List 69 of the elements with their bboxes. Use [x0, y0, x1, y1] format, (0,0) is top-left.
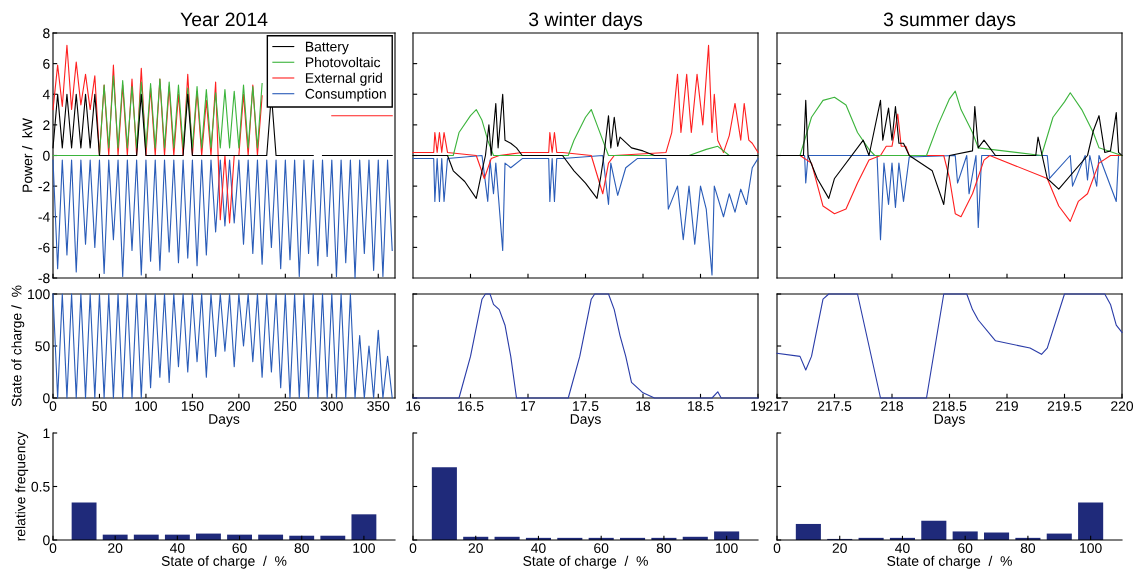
x-tick-label: 220: [1111, 401, 1133, 411]
x-tick-label: 0: [409, 543, 417, 553]
y-axis-title: State of charge / %: [11, 285, 25, 407]
x-axis-title: State of charge / %: [161, 555, 287, 569]
x-axis-title: Days: [570, 414, 601, 427]
legend-label: Battery: [305, 41, 349, 55]
x-tick-label: 218: [881, 401, 903, 411]
x-tick-label: 350: [367, 401, 390, 411]
chart-title: Year 2014: [180, 12, 268, 27]
x-tick-label: 218.5: [932, 401, 967, 411]
y-tick-label: -2: [38, 181, 50, 192]
x-axis-title: State of charge / %: [887, 555, 1012, 569]
x-tick-label: 80: [294, 543, 309, 553]
y-axis-title: relative frequency: [15, 431, 29, 541]
x-tick-label: 80: [656, 543, 672, 553]
x-tick-label: 250: [274, 401, 297, 411]
legend-label: Consumption: [305, 88, 386, 102]
x-tick-label: 40: [169, 543, 185, 553]
x-tick-label: 100: [135, 401, 157, 411]
x-tick-label: 60: [594, 543, 609, 553]
x-tick-label: 16.5: [458, 401, 484, 411]
x-tick-label: 20: [108, 543, 123, 553]
x-tick-label: 217.5: [817, 401, 852, 411]
x-axis-title: State of charge / %: [523, 555, 648, 569]
x-tick-label: 217: [766, 401, 788, 411]
y-tick-label: 0.5: [31, 481, 50, 492]
x-tick-label: 17: [521, 401, 536, 411]
y-tick-label: 0: [43, 150, 50, 161]
y-tick-label: -4: [38, 212, 50, 222]
y-tick-label: 0: [43, 535, 50, 546]
x-tick-label: 150: [181, 401, 204, 411]
y-tick-label: -6: [38, 242, 50, 253]
x-tick-label: 20: [832, 543, 847, 553]
legend-label: Photovoltaic: [305, 57, 381, 68]
x-tick-label: 200: [227, 401, 250, 411]
chart-title: 3 summer days: [883, 11, 1016, 31]
y-tick-label: 50: [35, 341, 50, 352]
x-tick-label: 16: [406, 401, 421, 411]
y-tick-label: 2: [43, 120, 50, 130]
x-tick-label: 0: [773, 543, 781, 553]
x-tick-label: 219.5: [1047, 401, 1082, 411]
x-tick-label: 60: [958, 543, 973, 553]
y-tick-label: 6: [43, 58, 50, 69]
x-tick-label: 219: [996, 401, 1018, 411]
x-tick-label: 50: [92, 401, 107, 411]
x-axis-title: Days: [934, 414, 965, 427]
y-tick-label: 1: [43, 428, 50, 439]
x-tick-label: 19: [751, 401, 766, 411]
x-tick-label: 17.5: [573, 401, 599, 411]
x-axis-title: Days: [209, 414, 240, 427]
x-tick-label: 40: [895, 543, 910, 553]
y-axis-title: Power / kW: [22, 118, 33, 192]
x-tick-label: 60: [232, 543, 247, 553]
y-tick-label: -8: [38, 273, 50, 284]
x-tick-label: 100: [1080, 543, 1102, 553]
x-tick-label: 20: [468, 543, 483, 553]
y-tick-label: 8: [43, 28, 50, 39]
x-tick-label: 18: [636, 401, 651, 411]
y-tick-label: 0: [43, 393, 50, 404]
x-tick-label: 100: [716, 543, 738, 553]
legend-label: External grid: [305, 72, 382, 86]
x-tick-label: 300: [320, 401, 343, 411]
y-tick-label: 4: [42, 89, 50, 100]
x-tick-label: 40: [531, 543, 546, 553]
chart-title: 3 winter days: [528, 11, 643, 31]
x-tick-label: 18.5: [688, 401, 714, 411]
y-tick-label: 100: [28, 289, 50, 300]
x-tick-label: 80: [1020, 543, 1036, 553]
x-tick-label: 100: [353, 543, 375, 553]
